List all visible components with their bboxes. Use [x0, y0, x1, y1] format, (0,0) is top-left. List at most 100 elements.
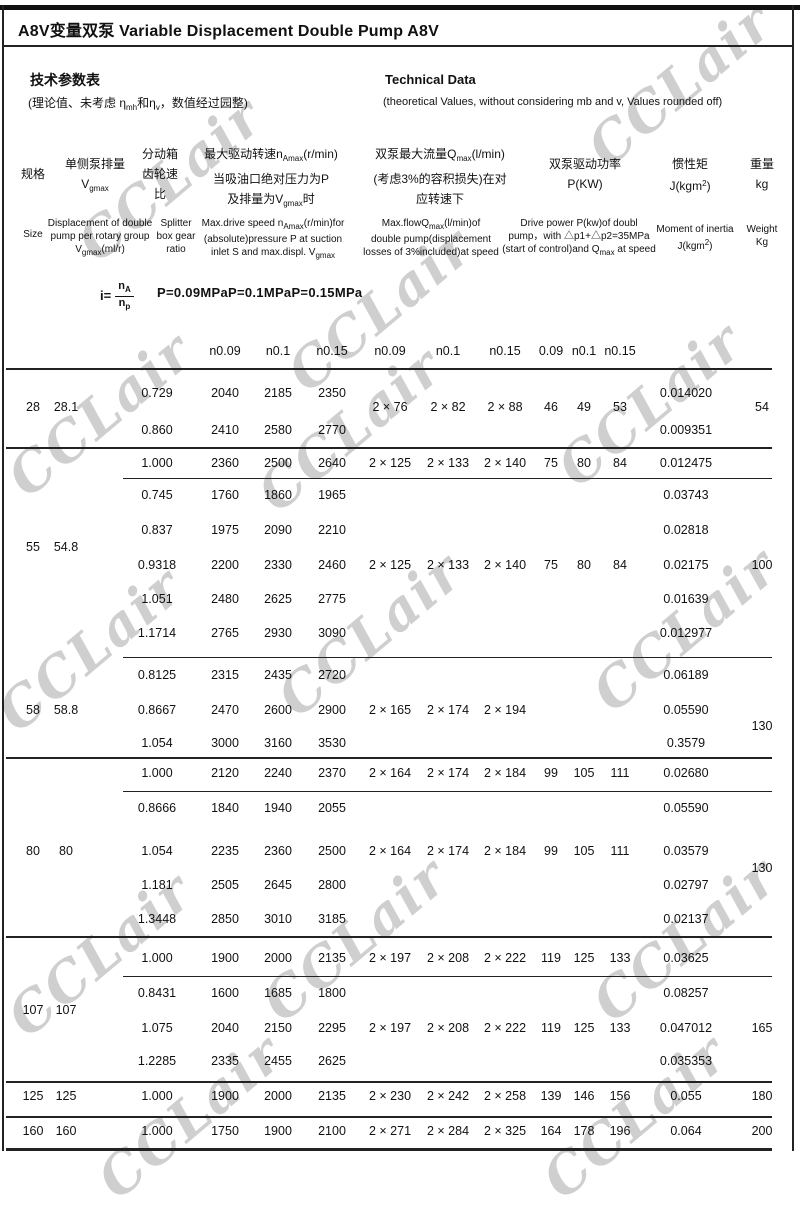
cell-s2: 2090 — [264, 523, 292, 537]
cell-s3: 2625 — [318, 1054, 346, 1068]
cell-s2: 2150 — [264, 1021, 292, 1035]
subheader-label: n0.1 — [265, 344, 291, 358]
cn-section-title: 技术参数表 — [30, 72, 100, 88]
cell-r: 1.3448 — [137, 912, 177, 926]
cell-p2: 80 — [577, 456, 591, 470]
cell-s3: 2370 — [318, 766, 346, 780]
cell-r: 0.8666 — [137, 801, 177, 815]
cell-r: 0.729 — [141, 386, 173, 400]
cell-p3: 133 — [609, 951, 631, 965]
cell-s3: 2295 — [318, 1021, 346, 1035]
table-rule — [6, 757, 772, 759]
table-rule — [6, 368, 772, 370]
cell-s3: 2135 — [318, 951, 346, 965]
cell-p2: 80 — [577, 558, 591, 572]
cell-size: 107 — [22, 1003, 44, 1017]
cell-j: 0.012977 — [659, 626, 713, 640]
cell-q2: 2 × 133 — [426, 456, 470, 470]
cell-size: 58 — [26, 703, 40, 717]
cell-s3: 1800 — [318, 986, 346, 1000]
cell-p1: 139 — [540, 1089, 562, 1103]
cell-q1: 2 × 164 — [368, 844, 412, 858]
cell-s2: 3010 — [264, 912, 292, 926]
cell-weight: 130 — [751, 861, 773, 875]
subheader-label: n0.1 — [571, 344, 597, 358]
cell-q2: 2 × 208 — [426, 951, 470, 965]
cell-p3: 111 — [610, 844, 630, 858]
header-cn-power: 双泵驱动功率 P(KW) — [548, 157, 621, 191]
cell-displacement: 54.8 — [53, 540, 79, 554]
cell-s1: 2200 — [211, 558, 239, 572]
cell-q2: 2 × 82 — [430, 400, 466, 414]
cell-s1: 1900 — [211, 951, 239, 965]
cell-q1: 2 × 271 — [368, 1124, 412, 1138]
header-en-inertia: Moment of inertia J(kgm2) — [656, 224, 734, 252]
subheader-label: n0.15 — [316, 344, 348, 358]
top-rule — [0, 5, 800, 10]
cell-s1: 2850 — [211, 912, 239, 926]
cell-j: 0.08257 — [663, 986, 709, 1000]
cell-p1: 99 — [544, 844, 558, 858]
header-cn-size: 规格 — [20, 167, 45, 181]
cell-s2: 2000 — [264, 951, 292, 965]
cell-r: 1.1714 — [137, 626, 177, 640]
cell-displacement: 58.8 — [53, 703, 79, 717]
cell-r: 1.000 — [141, 951, 173, 965]
subheader-label: n0.1 — [435, 344, 461, 358]
cell-p3: 156 — [609, 1089, 631, 1103]
pressure-conditions: P=0.09MPaP=0.1MPaP=0.15MPa — [157, 285, 363, 300]
cell-s1: 1760 — [211, 488, 239, 502]
cell-weight: 200 — [751, 1124, 773, 1138]
cell-size: 55 — [26, 540, 40, 554]
cell-weight: 100 — [751, 558, 773, 572]
subheader-label: n0.15 — [604, 344, 636, 358]
page-title: A8V变量双泵 Variable Displacement Double Pum… — [18, 23, 439, 40]
cell-q2: 2 × 133 — [426, 558, 470, 572]
formula-lhs: i= — [100, 287, 112, 303]
cell-s3: 2640 — [318, 456, 346, 470]
cell-s2: 2360 — [264, 844, 292, 858]
cell-r: 1.054 — [141, 736, 173, 750]
cell-q3: 2 × 194 — [483, 703, 527, 717]
cell-j: 0.009351 — [659, 423, 713, 437]
header-cn-flow: 双泵最大流量Qmax(l/min) (考虑3%的容积损失)在对 应转速下 — [373, 147, 507, 206]
subheader-label: n0.09 — [209, 344, 241, 358]
cell-s2: 2240 — [264, 766, 292, 780]
cell-j: 0.02797 — [663, 878, 709, 892]
table-rule — [6, 1081, 772, 1083]
watermark-text: CCLair — [0, 318, 205, 510]
cell-j: 0.3579 — [666, 736, 706, 750]
cell-s3: 2500 — [318, 844, 346, 858]
cell-size: 125 — [22, 1089, 44, 1103]
cell-q2: 2 × 174 — [426, 703, 470, 717]
cell-s2: 2600 — [264, 703, 292, 717]
table-rule — [6, 1148, 772, 1151]
table-rule — [123, 478, 772, 479]
cell-q3: 2 × 222 — [483, 1021, 527, 1035]
cell-s3: 1965 — [318, 488, 346, 502]
cell-q1: 2 × 76 — [372, 400, 408, 414]
cell-p2: 49 — [577, 400, 591, 414]
cell-s2: 2930 — [264, 626, 292, 640]
cell-s2: 2625 — [264, 592, 292, 606]
cell-weight: 130 — [751, 719, 773, 733]
cell-s3: 3530 — [318, 736, 346, 750]
cell-r: 0.8667 — [137, 703, 177, 717]
cell-r: 0.8125 — [137, 668, 177, 682]
cell-s3: 2460 — [318, 558, 346, 572]
cell-size: 80 — [26, 844, 40, 858]
cell-j: 0.03579 — [663, 844, 709, 858]
cell-r: 0.745 — [141, 488, 173, 502]
cell-s1: 3000 — [211, 736, 239, 750]
cell-weight: 54 — [755, 400, 769, 414]
cell-r: 1.000 — [141, 1124, 173, 1138]
cell-p1: 46 — [544, 400, 558, 414]
cell-s1: 2765 — [211, 626, 239, 640]
cell-j: 0.05590 — [663, 703, 709, 717]
cell-q2: 2 × 284 — [426, 1124, 470, 1138]
cell-p3: 111 — [610, 766, 630, 780]
cell-s2: 2000 — [264, 1089, 292, 1103]
table-rule — [6, 936, 772, 938]
subheader-label: 0.09 — [538, 344, 564, 358]
cell-j: 0.01639 — [663, 592, 709, 606]
